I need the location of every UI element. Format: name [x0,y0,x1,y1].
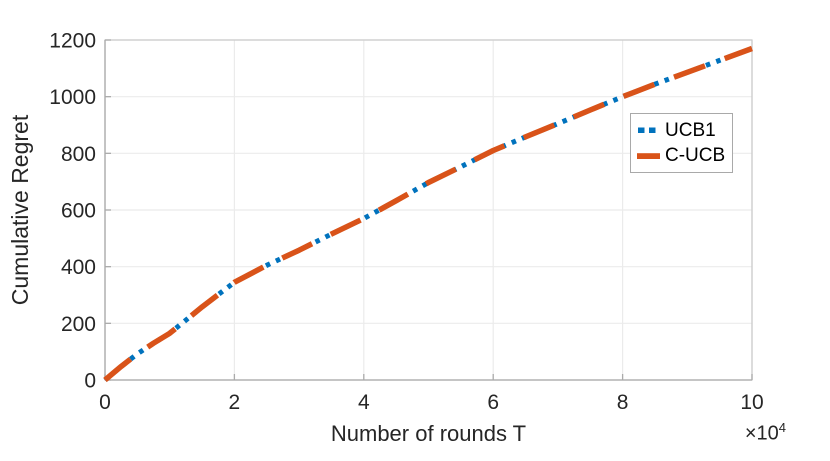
x-tick-label: 2 [229,391,241,414]
x-tick-label: 0 [99,391,111,414]
series-line-c-ucb [103,45,753,383]
legend-sample-cucb [637,152,663,160]
x-axis-exponent-power: 4 [778,420,786,435]
y-tick-label: 1000 [49,86,96,109]
legend-entry-cucb: C-UCB [637,146,732,165]
legend-entry-ucb1: UCB1 [637,121,732,140]
x-axis-exponent: ×104 [745,420,786,446]
x-tick-label: 6 [487,391,499,414]
x-axis-label: Number of rounds T [330,421,527,446]
series-line-ucb1 [103,46,753,382]
y-tick-label: 200 [61,313,96,336]
y-tick-label: 600 [61,200,96,223]
y-tick-label: 0 [84,370,96,393]
legend: UCB1 C-UCB [630,113,733,173]
x-tick-label: 8 [617,391,629,414]
x-tick-label: 10 [740,391,763,414]
x-axis-exponent-base: ×10 [744,422,779,445]
x-tick-label: 4 [358,391,370,414]
y-axis-label: Cumulative Regret [7,114,33,306]
y-tick-label: 400 [61,256,96,279]
y-tick-label: 800 [61,143,96,166]
legend-sample-ucb1 [637,126,663,134]
y-tick-label: 1200 [49,30,96,53]
legend-label-cucb: C-UCB [665,145,726,167]
legend-label-ucb1: UCB1 [665,119,716,141]
